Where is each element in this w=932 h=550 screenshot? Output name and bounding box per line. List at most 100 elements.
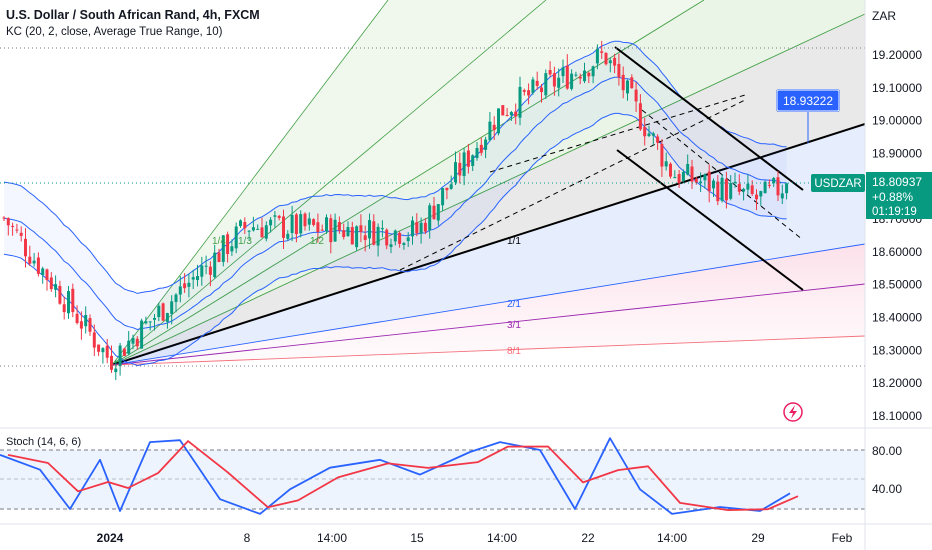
candle-body bbox=[148, 321, 152, 323]
candle-body bbox=[342, 230, 346, 237]
candle-body bbox=[565, 65, 569, 89]
candle-body bbox=[312, 219, 316, 225]
candlesticks[interactable] bbox=[2, 40, 789, 381]
fan-line-1-8 bbox=[111, 0, 389, 366]
dashed-lower-line bbox=[399, 99, 746, 271]
candle-body bbox=[127, 340, 131, 354]
candle-body bbox=[604, 52, 608, 65]
candle-body bbox=[686, 163, 690, 175]
candle-body bbox=[552, 73, 556, 87]
last-price-box[interactable]: 18.80937 +0.88% 01:19:19 bbox=[866, 172, 932, 219]
fan-line-2-1 bbox=[111, 243, 866, 366]
candle-body bbox=[471, 155, 475, 166]
lightning-icon[interactable] bbox=[783, 402, 803, 422]
candle-body bbox=[329, 218, 333, 243]
price-tick-label: 19.10000 bbox=[872, 81, 922, 95]
candle-body bbox=[67, 291, 70, 314]
candle-body bbox=[454, 162, 457, 183]
stoch-axis-label-40: 40.00 bbox=[872, 482, 902, 496]
candle-body bbox=[273, 215, 277, 217]
candle-body bbox=[355, 226, 359, 248]
candle-body bbox=[36, 257, 40, 274]
candle-body bbox=[647, 133, 651, 137]
candle-body bbox=[178, 286, 182, 295]
time-tick-label: 8 bbox=[244, 531, 251, 545]
candle-body bbox=[290, 214, 294, 234]
candle-body bbox=[32, 260, 36, 264]
time-axis[interactable]: 2024 8 14:00 15 14:00 22 14:00 29 Feb bbox=[97, 531, 853, 545]
candle-body bbox=[428, 205, 432, 231]
candle-body bbox=[643, 127, 647, 137]
fan-label-3-1: 3/1 bbox=[507, 320, 521, 331]
candle-body bbox=[45, 269, 49, 281]
fan-label-8-1: 8/1 bbox=[507, 346, 521, 357]
candle-body bbox=[191, 277, 195, 280]
candle-body bbox=[41, 268, 45, 275]
candle-body bbox=[350, 227, 354, 245]
candle-body bbox=[729, 183, 733, 199]
candle-body bbox=[621, 74, 625, 91]
candle-body bbox=[664, 161, 668, 167]
candle-body bbox=[462, 152, 466, 177]
candle-body bbox=[92, 332, 96, 348]
candle-body bbox=[269, 219, 273, 226]
candle-body bbox=[24, 238, 27, 257]
price-tick-label: 18.50000 bbox=[872, 278, 922, 292]
candle-body bbox=[720, 177, 724, 201]
candle-body bbox=[221, 235, 225, 262]
candle-body bbox=[196, 276, 199, 280]
candle-body bbox=[11, 225, 15, 227]
candle-body bbox=[712, 180, 715, 189]
candle-body bbox=[337, 222, 341, 231]
price-tick-label: 19.20000 bbox=[872, 48, 922, 62]
target-label[interactable]: 18.93222 bbox=[776, 89, 840, 112]
candle-body bbox=[737, 183, 741, 192]
price-axis[interactable]: 19.2000019.1000019.0000018.9000018.80000… bbox=[872, 48, 922, 423]
indicator-label[interactable]: KC (20, 2, close, Average True Range, 10… bbox=[6, 26, 223, 38]
candle-body bbox=[79, 321, 83, 329]
candle-body bbox=[677, 174, 681, 184]
candle-body bbox=[105, 345, 109, 358]
candle-body bbox=[600, 51, 604, 53]
candle-body bbox=[703, 174, 707, 181]
candle-body bbox=[208, 266, 212, 275]
candle-body bbox=[432, 205, 436, 220]
candle-body bbox=[673, 177, 677, 179]
fan-labels: 1/4 1/3 1/2 1/1 2/1 3/1 8/1 bbox=[212, 236, 521, 357]
candle-body bbox=[2, 217, 6, 219]
time-tick-label: Feb bbox=[832, 531, 853, 545]
candle-body bbox=[118, 345, 122, 367]
candle-body bbox=[97, 344, 101, 352]
candle-body bbox=[656, 136, 660, 143]
candle-body bbox=[174, 294, 178, 302]
candle-body bbox=[548, 69, 552, 75]
symbol-tag[interactable]: USDZAR bbox=[811, 174, 865, 192]
candle-body bbox=[785, 183, 789, 194]
candle-body bbox=[88, 318, 92, 332]
stoch-pane[interactable] bbox=[0, 427, 932, 515]
candle-body bbox=[492, 124, 496, 131]
candle-body bbox=[458, 162, 462, 176]
candle-body bbox=[286, 233, 290, 239]
candle-body bbox=[101, 348, 105, 353]
candle-body bbox=[544, 73, 548, 96]
candle-body bbox=[415, 222, 419, 234]
price-tick-label: 18.40000 bbox=[872, 311, 922, 325]
candle-body bbox=[479, 144, 483, 153]
candle-body bbox=[58, 285, 62, 304]
stoch-indicator-label[interactable]: Stoch (14, 6, 6) bbox=[6, 436, 82, 448]
price-tick-label: 18.90000 bbox=[872, 146, 922, 160]
candle-body bbox=[527, 90, 531, 96]
candle-body bbox=[626, 80, 629, 94]
last-change-text: +0.88% bbox=[872, 190, 913, 204]
candle-body bbox=[660, 143, 664, 167]
candle-body bbox=[475, 147, 479, 158]
candle-body bbox=[368, 220, 371, 239]
currency-label[interactable]: ZAR bbox=[872, 9, 896, 23]
price-tick-label: 18.10000 bbox=[872, 409, 922, 423]
candle-body bbox=[122, 348, 126, 356]
candle-body bbox=[144, 321, 148, 324]
candle-body bbox=[204, 265, 208, 267]
candle-body bbox=[780, 193, 784, 199]
